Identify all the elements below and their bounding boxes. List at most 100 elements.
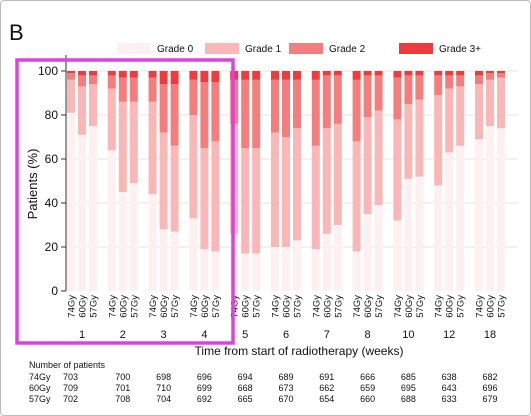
table-row-label: 74Gy [29, 372, 51, 382]
legend-swatch [399, 43, 433, 54]
x-tick-label-arm: 57Gy [129, 295, 140, 318]
bar-week-10-74gy [393, 71, 402, 291]
x-tick-label-arm: 57Gy [89, 295, 100, 318]
bar-segment-grade-2 [189, 79, 198, 115]
table-cell: 703 [63, 372, 78, 382]
bar-segment-grade-1 [363, 117, 372, 214]
x-tick-label-arm: 74Gy [393, 295, 404, 318]
bar-week-4-57gy [211, 71, 220, 291]
table-cell: 654 [319, 394, 334, 404]
x-tick-label-week: 12 [443, 329, 455, 341]
x-tick-label-week: 18 [484, 329, 496, 341]
bar-segment-grade-3- [456, 71, 465, 76]
table-cell: 682 [482, 372, 497, 382]
bar-segment-grade-3- [333, 71, 342, 76]
bar-segment-grade-2 [118, 77, 127, 102]
table-cell: 692 [197, 394, 212, 404]
table-cell: 643 [442, 383, 457, 393]
x-tick-label-week: 10 [402, 329, 414, 341]
bar-segment-grade-2 [445, 75, 454, 89]
table-cell: 704 [156, 394, 171, 404]
bar-week-5-60gy [241, 71, 250, 291]
table-cell: 633 [442, 394, 457, 404]
bar-segment-grade-3- [445, 71, 454, 76]
bar-segment-grade-0 [241, 253, 250, 291]
table-cell: 696 [482, 383, 497, 393]
bar-segment-grade-0 [200, 249, 209, 291]
bar-segment-grade-0 [322, 233, 331, 291]
legend-swatch [205, 43, 239, 54]
bar-segment-grade-2 [404, 75, 413, 104]
x-tick-label-arm: 74Gy [352, 295, 363, 318]
bar-week-18-57gy [497, 71, 505, 291]
x-tick-label-week: 4 [201, 329, 207, 341]
bar-week-3-60gy [159, 71, 168, 291]
bar-segment-grade-2 [78, 75, 86, 87]
bar-segment-grade-0 [333, 225, 342, 291]
table-row-74gy: 74Gy 703 700 698 696 694 689 691 666 685 638 682 [29, 372, 498, 382]
bar-week-7-57gy [333, 71, 342, 291]
bar-segment-grade-3- [129, 71, 138, 78]
bar-segment-grade-2 [148, 77, 157, 102]
bar-segment-grade-3- [434, 71, 443, 76]
bar-week-1-57gy [89, 71, 97, 291]
bar-segment-grade-0 [189, 218, 198, 291]
bar-segment-grade-0 [107, 150, 116, 291]
bar-segment-grade-2 [282, 79, 290, 137]
x-tick-label-arm: 74Gy [67, 295, 78, 318]
table-cell: 695 [401, 383, 416, 393]
legend-item-grade-0: Grade 0 [117, 43, 194, 55]
table-row-label: 60Gy [29, 383, 51, 393]
table-header: Number of patients [29, 360, 106, 370]
table-cell: 702 [63, 394, 78, 404]
bar-segment-grade-1 [252, 148, 261, 254]
y-tick-label: 100 [38, 64, 58, 78]
bar-segment-grade-1 [456, 86, 465, 146]
legend-item-grade-2: Grade 2 [289, 43, 366, 55]
bar-segment-grade-0 [89, 126, 97, 291]
bar-week-12-74gy [434, 71, 443, 291]
table-cell: 660 [360, 394, 375, 404]
bar-segment-grade-0 [445, 152, 454, 291]
bar-segment-grade-1 [189, 115, 198, 219]
table-cell: 700 [115, 372, 130, 382]
bar-week-10-60gy [404, 71, 413, 291]
bar-segment-grade-0 [393, 220, 402, 291]
bar-segment-grade-2 [415, 75, 424, 100]
bar-week-2-74gy [107, 71, 116, 291]
bar-segment-grade-0 [434, 185, 443, 291]
x-tick-label-arm: 57Gy [415, 295, 426, 318]
bar-segment-grade-3- [170, 71, 179, 85]
bar-segment-grade-2 [293, 79, 301, 129]
bar-week-4-74gy [189, 71, 198, 291]
bar-segment-grade-0 [67, 112, 75, 291]
table-cell: 710 [156, 383, 171, 393]
bar-week-8-60gy [363, 71, 372, 291]
x-tick-label-arm: 74Gy [230, 295, 241, 318]
bar-segment-grade-0 [78, 134, 86, 291]
x-tick-label-arm: 57Gy [293, 295, 304, 318]
bar-segment-grade-0 [211, 251, 220, 291]
table-cell: 670 [278, 394, 293, 404]
x-tick-label-arm: 57Gy [456, 295, 467, 318]
legend-label: Grade 0 [157, 44, 194, 55]
bar-segment-grade-2 [159, 84, 168, 133]
table-cell: 699 [197, 383, 212, 393]
bar-segment-grade-1 [148, 101, 157, 195]
bar-segment-grade-2 [129, 77, 138, 102]
table-cell: 696 [197, 372, 212, 382]
bar-segment-grade-1 [352, 141, 361, 252]
y-axis-title: Patients (%) [25, 149, 40, 220]
table-cell: 673 [278, 383, 293, 393]
bar-segment-grade-2 [363, 75, 372, 118]
bars [67, 71, 505, 291]
bar-segment-grade-2 [333, 75, 342, 124]
plot-area [66, 60, 518, 291]
x-tick-label-arm: 57Gy [497, 295, 508, 318]
bar-week-1-60gy [78, 71, 86, 291]
x-tick-label-arm: 60Gy [445, 295, 456, 318]
bar-segment-grade-3- [282, 71, 290, 80]
x-tick-label-arm: 74Gy [434, 295, 445, 318]
table-cell: 638 [442, 372, 457, 382]
